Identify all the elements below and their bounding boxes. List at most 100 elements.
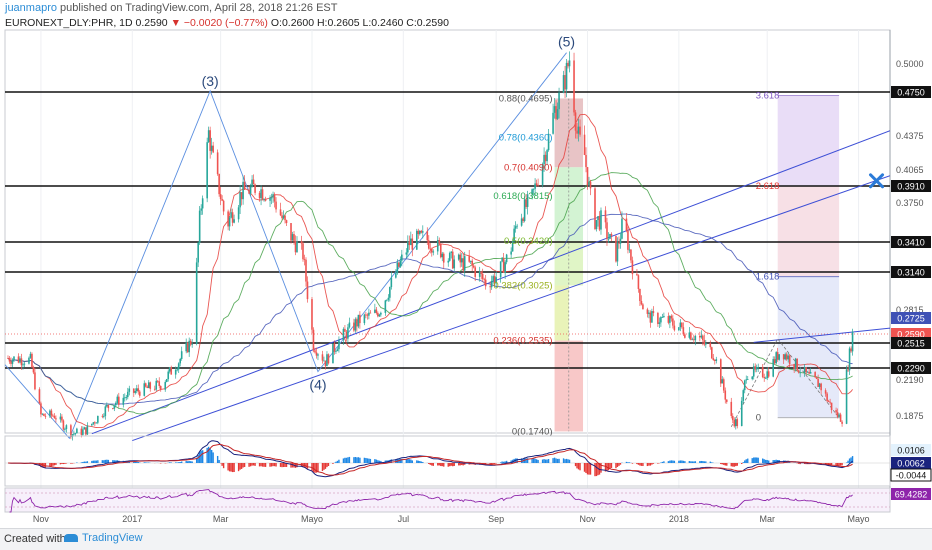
- candle: [543, 147, 545, 172]
- tradingview-brand-link[interactable]: TradingView: [64, 532, 143, 544]
- candle: [481, 268, 484, 282]
- candle-body: [642, 304, 644, 310]
- candle-body: [499, 261, 502, 278]
- candle-body: [725, 399, 728, 402]
- candle: [195, 257, 198, 346]
- x-tick-label: Nov: [580, 514, 597, 524]
- candle-body: [705, 342, 707, 345]
- candle-body: [401, 254, 403, 261]
- candle: [636, 269, 638, 276]
- candle: [648, 310, 650, 319]
- candle-body: [568, 60, 571, 67]
- candle-body: [609, 233, 611, 239]
- candle: [794, 357, 797, 372]
- price-chart[interactable]: (3) (4) (5) 0.88(0.4695) 0.78(0.4360) 0.7(0.4…: [0, 0, 932, 528]
- candle: [627, 226, 629, 254]
- candle: [764, 376, 767, 379]
- candle-body: [365, 314, 367, 316]
- macd-badge: [890, 468, 932, 482]
- candle-body: [690, 332, 692, 340]
- candle-body: [207, 130, 210, 143]
- candle-body: [501, 258, 503, 262]
- candle-body: [344, 328, 346, 332]
- candle-body: [670, 315, 673, 319]
- candle: [207, 126, 210, 143]
- candle-body: [19, 358, 21, 363]
- candle: [522, 216, 524, 224]
- candle-body: [369, 312, 372, 314]
- candle: [468, 249, 471, 263]
- candle: [59, 413, 62, 423]
- candle-body: [251, 179, 253, 187]
- candle: [64, 427, 66, 432]
- candle-body: [356, 319, 358, 327]
- candle-body: [809, 372, 812, 374]
- candle-body: [387, 297, 390, 300]
- candle-body: [439, 243, 442, 258]
- candle-body: [576, 130, 578, 134]
- candle-body: [34, 372, 36, 390]
- candle-body: [153, 388, 156, 390]
- candle: [365, 312, 367, 319]
- fib-level-label: 0.7(0.4090): [504, 162, 553, 173]
- candle: [637, 274, 640, 293]
- candle-body: [263, 199, 265, 200]
- candle: [40, 401, 42, 418]
- candle: [421, 225, 424, 239]
- candle-body: [200, 208, 202, 211]
- symbol-info: EURONEXT_DLY:PHR, 1D 0.2590 ▼ −0.0020 (−…: [5, 17, 449, 29]
- candle: [106, 402, 108, 408]
- tradingview-cloud-icon: [64, 534, 78, 543]
- candle: [107, 404, 110, 412]
- candle: [264, 196, 267, 202]
- candle-body: [562, 75, 565, 93]
- candle-body: [715, 359, 718, 361]
- author-name[interactable]: juanmapro: [5, 2, 57, 14]
- candle: [493, 272, 496, 287]
- candle-body: [429, 248, 432, 250]
- candle: [41, 413, 44, 416]
- candle-body: [62, 420, 65, 430]
- candle: [326, 351, 328, 367]
- candle: [258, 190, 261, 202]
- candle-body: [282, 215, 285, 218]
- candle: [803, 363, 806, 377]
- candle-body: [55, 418, 57, 420]
- candle: [499, 261, 502, 283]
- candle-body: [442, 253, 445, 263]
- candle: [767, 367, 770, 379]
- candle: [240, 192, 243, 206]
- candle: [757, 363, 760, 372]
- candle-body: [375, 309, 378, 313]
- price-badge: [891, 337, 931, 349]
- candle: [222, 199, 225, 216]
- candle-body: [835, 410, 837, 413]
- candle: [91, 423, 93, 427]
- candle: [730, 397, 733, 419]
- candle: [558, 87, 560, 119]
- candle-body: [438, 240, 441, 244]
- candle-body: [851, 331, 854, 352]
- candle-body: [787, 355, 789, 360]
- candle: [179, 357, 182, 367]
- candle-body: [535, 183, 538, 185]
- candle: [625, 213, 628, 233]
- candle: [219, 186, 222, 206]
- macd-badge: [891, 444, 931, 456]
- candle: [719, 358, 722, 387]
- candle: [180, 346, 183, 361]
- price-badge-label: 0.2725: [897, 314, 925, 324]
- candle: [73, 430, 75, 437]
- candle-body: [233, 219, 235, 223]
- candle: [104, 405, 107, 420]
- candle-body: [667, 316, 670, 323]
- candle: [705, 339, 707, 349]
- candle-body: [618, 242, 620, 244]
- candle: [642, 303, 644, 310]
- candle: [691, 337, 694, 341]
- candle: [417, 228, 420, 239]
- candle-body: [167, 371, 170, 380]
- candle-body: [112, 408, 114, 409]
- candle-body: [149, 382, 152, 389]
- fib-level-label: 0.618(0.3815): [493, 191, 552, 202]
